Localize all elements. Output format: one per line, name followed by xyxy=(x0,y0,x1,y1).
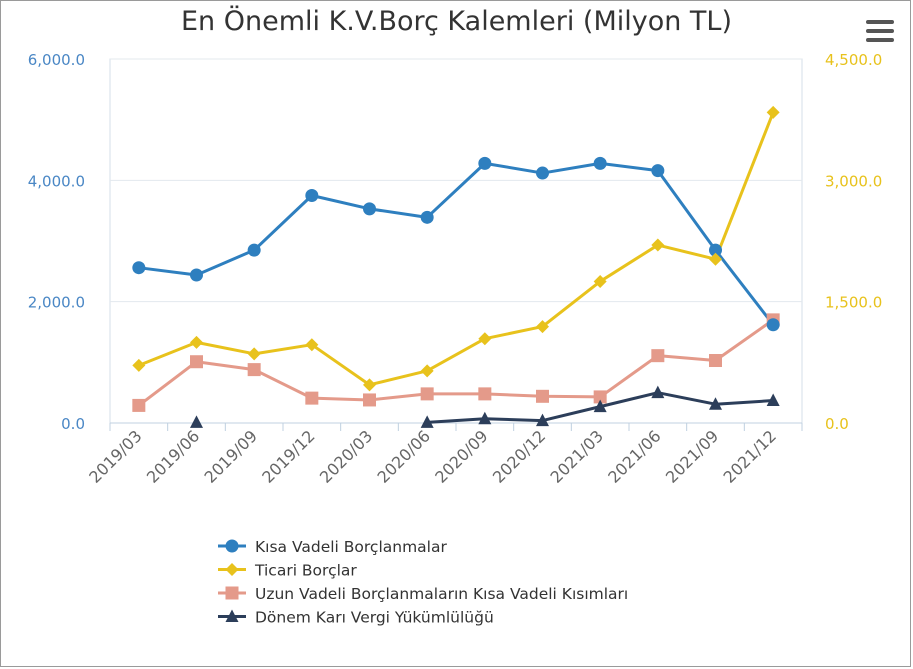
x-tick-label: 2019/12 xyxy=(258,426,318,486)
data-point-circle xyxy=(363,202,376,216)
x-tick-label: 2020/09 xyxy=(431,426,491,486)
data-point-diamond xyxy=(305,338,319,352)
data-point-triangle xyxy=(651,385,665,399)
menu-icon[interactable] xyxy=(866,20,894,42)
data-point-diamond xyxy=(132,358,146,372)
data-point-triangle xyxy=(478,411,492,425)
data-point-circle xyxy=(766,318,780,332)
y-right-tick-label: 0.0 xyxy=(825,415,849,433)
data-point-diamond xyxy=(420,364,434,378)
data-point-square xyxy=(478,387,492,401)
data-point-triangle xyxy=(709,397,722,410)
legend-item-label: Uzun Vadeli Borçlanmaların Kısa Vadeli K… xyxy=(255,585,628,603)
data-point-circle xyxy=(132,261,146,275)
chart-title: En Önemli K.V.Borç Kalemleri (Milyon TL) xyxy=(180,6,733,37)
y-right-tick-label: 1,500.0 xyxy=(825,294,882,312)
legend-item-label: Dönem Karı Vergi Yükümlülüğü xyxy=(255,609,494,627)
data-point-diamond xyxy=(478,332,492,346)
menu-bar xyxy=(866,20,894,24)
data-point-diamond xyxy=(766,105,780,119)
x-tick-label: 2019/03 xyxy=(85,426,145,486)
data-point-square xyxy=(305,391,319,405)
x-tick-label: 2021/12 xyxy=(720,426,780,486)
data-point-square xyxy=(247,363,261,377)
legend-symbol xyxy=(225,586,239,600)
data-point-square xyxy=(420,387,434,401)
series-line-diamond xyxy=(138,111,775,387)
x-tick-label: 2020/03 xyxy=(316,426,376,486)
data-point-triangle xyxy=(190,415,203,428)
data-point-triangle xyxy=(593,399,607,413)
data-point-circle xyxy=(536,166,549,180)
legend-item-label: Ticari Borçlar xyxy=(254,562,357,580)
x-tick-label: 2019/09 xyxy=(201,426,261,486)
data-point-square xyxy=(709,354,722,368)
data-point-square xyxy=(651,349,665,363)
menu-bar xyxy=(866,29,894,33)
x-tick-label: 2021/03 xyxy=(547,426,607,486)
series-line-square xyxy=(137,318,775,407)
x-tick-label: 2020/06 xyxy=(374,426,434,486)
data-point-diamond xyxy=(709,252,722,266)
data-point-circle xyxy=(593,156,607,170)
data-point-diamond xyxy=(190,335,203,349)
data-point-diamond xyxy=(247,347,261,361)
legend-symbol xyxy=(225,563,239,576)
data-point-diamond xyxy=(536,320,549,334)
data-point-circle xyxy=(420,210,434,224)
y-left-tick-label: 4,000.0 xyxy=(28,172,85,190)
data-point-circle xyxy=(190,268,203,282)
plot-border xyxy=(109,58,803,424)
y-left-tick-label: 6,000.0 xyxy=(28,51,85,69)
x-tick-label: 2020/12 xyxy=(489,426,549,486)
data-point-circle xyxy=(651,164,665,178)
data-point-circle xyxy=(709,243,722,257)
data-point-diamond xyxy=(651,238,665,252)
data-point-square xyxy=(132,398,146,412)
legend-symbol xyxy=(225,539,239,553)
y-right-tick-label: 3,000.0 xyxy=(825,172,882,190)
data-point-diamond xyxy=(593,274,607,288)
y-left-tick-label: 0.0 xyxy=(61,415,85,433)
legend-symbol xyxy=(225,609,239,622)
x-tick-label: 2021/06 xyxy=(604,426,664,486)
data-point-square xyxy=(190,355,203,369)
data-point-triangle xyxy=(766,393,780,407)
data-point-square xyxy=(363,393,376,407)
data-point-circle xyxy=(305,189,319,202)
data-point-triangle xyxy=(420,415,434,428)
data-point-circle xyxy=(478,156,492,170)
y-left-tick-label: 2,000.0 xyxy=(28,294,85,312)
legend-item-label: Kısa Vadeli Borçlanmalar xyxy=(255,538,447,556)
x-tick-label: 2021/09 xyxy=(662,426,722,486)
data-point-square xyxy=(536,389,549,403)
data-point-triangle xyxy=(536,413,549,427)
y-right-tick-label: 4,500.0 xyxy=(825,51,882,69)
x-tick-label: 2019/06 xyxy=(143,426,203,486)
menu-bar xyxy=(866,38,894,42)
data-point-square xyxy=(593,390,607,404)
series-line-circle xyxy=(138,161,775,326)
data-point-diamond xyxy=(363,378,376,392)
data-point-circle xyxy=(247,243,261,257)
